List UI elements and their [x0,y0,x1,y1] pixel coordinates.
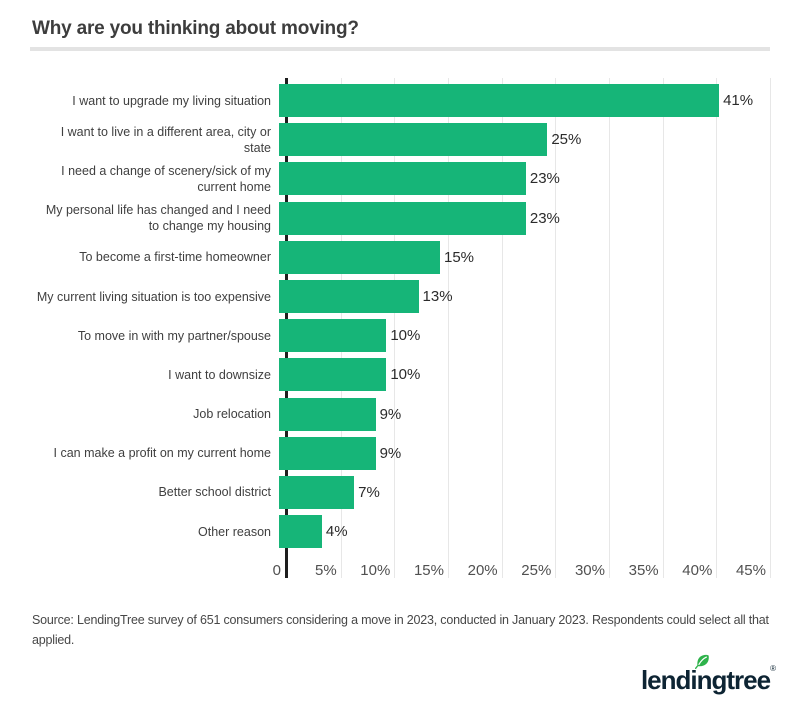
value-label: 23% [529,170,560,188]
x-tick-label: 15% [413,562,444,579]
bar-track: 10% [279,358,762,392]
chart-row: My personal life has changed and I need … [32,199,770,238]
bar-track: 7% [279,475,762,509]
x-tick-label: 0 [272,562,281,579]
chart-row: I want to downsize 10% [32,355,770,394]
bar [279,280,419,314]
gridline [501,78,503,578]
chart-row: I want to live in a different area, city… [32,120,770,159]
lendingtree-logo: lendingtree® [640,654,776,696]
chart-row: Other reason 4% [32,512,770,551]
chart-row: Better school district 7% [32,473,770,512]
x-axis: 0 5% 10% 15% 20% 25% 30% 35% 40% 45% [273,556,770,580]
bar-track: 4% [279,515,762,549]
category-label: My personal life has changed and I need … [45,203,271,234]
value-label: 10% [390,327,421,345]
bar-track: 10% [279,319,762,353]
category-label: My current living situation is too expen… [36,289,271,304]
bar [279,240,440,274]
chart-row: To become a first-time homeowner 15% [32,238,770,277]
bar-track: 13% [279,280,762,314]
value-label: 23% [529,209,560,227]
category-label: I need a change of scenery/sick of my cu… [61,163,271,194]
value-label: 7% [358,483,380,501]
x-tick-label: 40% [682,562,713,579]
bar-track: 15% [279,240,762,274]
chart-row: To move in with my partner/spouse 10% [32,316,770,355]
chart-row: My current living situation is too expen… [32,277,770,316]
chart-row: I want to upgrade my living situation 41% [32,81,770,120]
gridline [394,78,396,578]
value-label: 13% [422,288,453,306]
category-label: I want to upgrade my living situation [72,93,271,108]
source-note: Source: LendingTree survey of 651 consum… [32,613,769,647]
gridline [608,78,610,578]
bar [279,436,376,470]
bar [279,123,548,157]
category-label: I can make a profit on my current home [53,446,271,461]
bar-track: 9% [279,436,762,470]
gridline [555,78,557,578]
x-tick-label: 45% [735,562,766,579]
x-tick-label: 20% [467,562,498,579]
value-label: 25% [551,131,582,149]
category-label: I want to live in a different area, city… [60,124,271,155]
page-title: Why are you thinking about moving? [32,18,359,39]
header-divider [30,47,770,51]
bar [279,358,387,392]
category-label: Job relocation [193,407,271,422]
x-tick-label: 5% [314,562,337,579]
value-label: 10% [390,366,421,384]
bar [279,397,376,431]
bar-track: 41% [279,84,762,118]
chart-row: I can make a profit on my current home 9% [32,434,770,473]
bar [279,515,322,549]
bar-chart: I want to upgrade my living situation 41%… [32,76,771,580]
x-tick-label: 25% [521,562,552,579]
registered-trademark: ® [770,664,776,673]
x-tick-label: 30% [574,562,605,579]
bar-track: 9% [279,397,762,431]
value-label: 15% [443,248,475,266]
category-label: Better school district [158,485,271,500]
gridline [770,78,771,578]
bar [279,475,355,509]
value-label: 4% [325,523,348,541]
value-label: 41% [723,92,754,110]
category-label: To move in with my partner/spouse [77,328,271,343]
leaf-icon [694,654,709,669]
gridline [716,78,718,578]
category-label: Other reason [198,524,271,539]
chart-row: Job relocation 9% [32,395,770,434]
bar [279,201,526,235]
value-label: 9% [379,444,402,462]
category-label: I want to downsize [168,367,271,382]
logo-wordmark: lendingtree [640,665,771,695]
gridline [447,78,449,578]
bar [279,162,526,196]
value-label: 9% [379,405,402,423]
x-tick-label: 35% [628,562,659,579]
bar-track: 23% [279,201,762,235]
category-label: To become a first-time homeowner [79,250,271,265]
x-tick-label: 10% [360,562,391,579]
gridline [662,78,664,578]
logo-area: lendingtree® [640,654,776,696]
bar-track: 23% [279,162,762,196]
bar [279,319,387,353]
bar-rows: I want to upgrade my living situation 41%… [32,81,770,551]
bar-track: 25% [279,123,762,157]
chart-row: I need a change of scenery/sick of my cu… [32,159,770,198]
bar [279,84,720,118]
